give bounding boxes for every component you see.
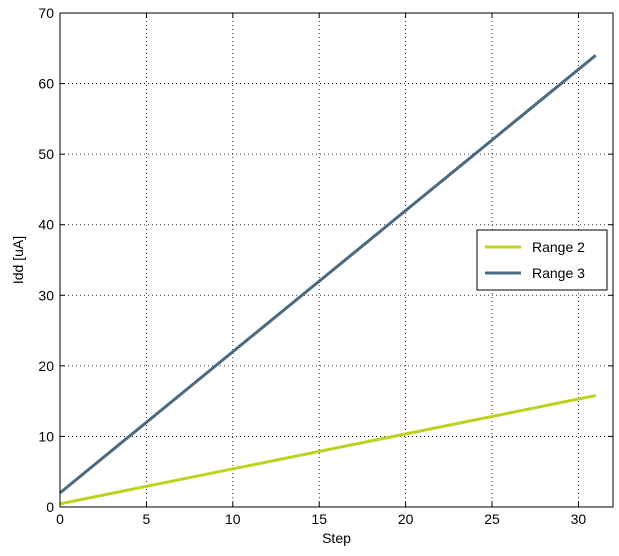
x-axis-label: Step: [322, 530, 351, 546]
series-line-2: [59, 54, 597, 495]
series-line-1: [59, 394, 597, 506]
x-tick-labels: 0 5 10 15 20 25 30: [56, 511, 586, 527]
grid: [60, 13, 613, 507]
y-tick-label: 20: [38, 358, 54, 374]
x-tick-label: 25: [484, 511, 500, 527]
x-tick-label: 30: [571, 511, 587, 527]
legend-label-1: Range 2: [532, 239, 585, 255]
series-lines: [59, 54, 597, 506]
x-tick-label: 20: [398, 511, 414, 527]
legend: Range 2 Range 3: [476, 229, 608, 291]
legend-box: [476, 229, 608, 291]
y-tick-label: 30: [38, 287, 54, 303]
y-tick-label: 10: [38, 428, 54, 444]
y-tick-label: 40: [38, 217, 54, 233]
plot-frame: [59, 12, 614, 508]
y-tick-label: 0: [46, 499, 54, 515]
legend-label-2: Range 3: [532, 265, 585, 281]
x-tick-label: 0: [56, 511, 64, 527]
x-tick-label: 15: [311, 511, 327, 527]
x-tick-label: 5: [143, 511, 151, 527]
axis-ticks: [59, 12, 613, 508]
y-tick-label: 60: [38, 76, 54, 92]
y-tick-label: 50: [38, 146, 54, 162]
x-tick-label: 10: [225, 511, 241, 527]
y-tick-label: 70: [38, 5, 54, 21]
y-axis-label: Idd [uA]: [10, 236, 26, 284]
y-tick-labels: 0 10 20 30 40 50 60 70: [38, 5, 54, 515]
